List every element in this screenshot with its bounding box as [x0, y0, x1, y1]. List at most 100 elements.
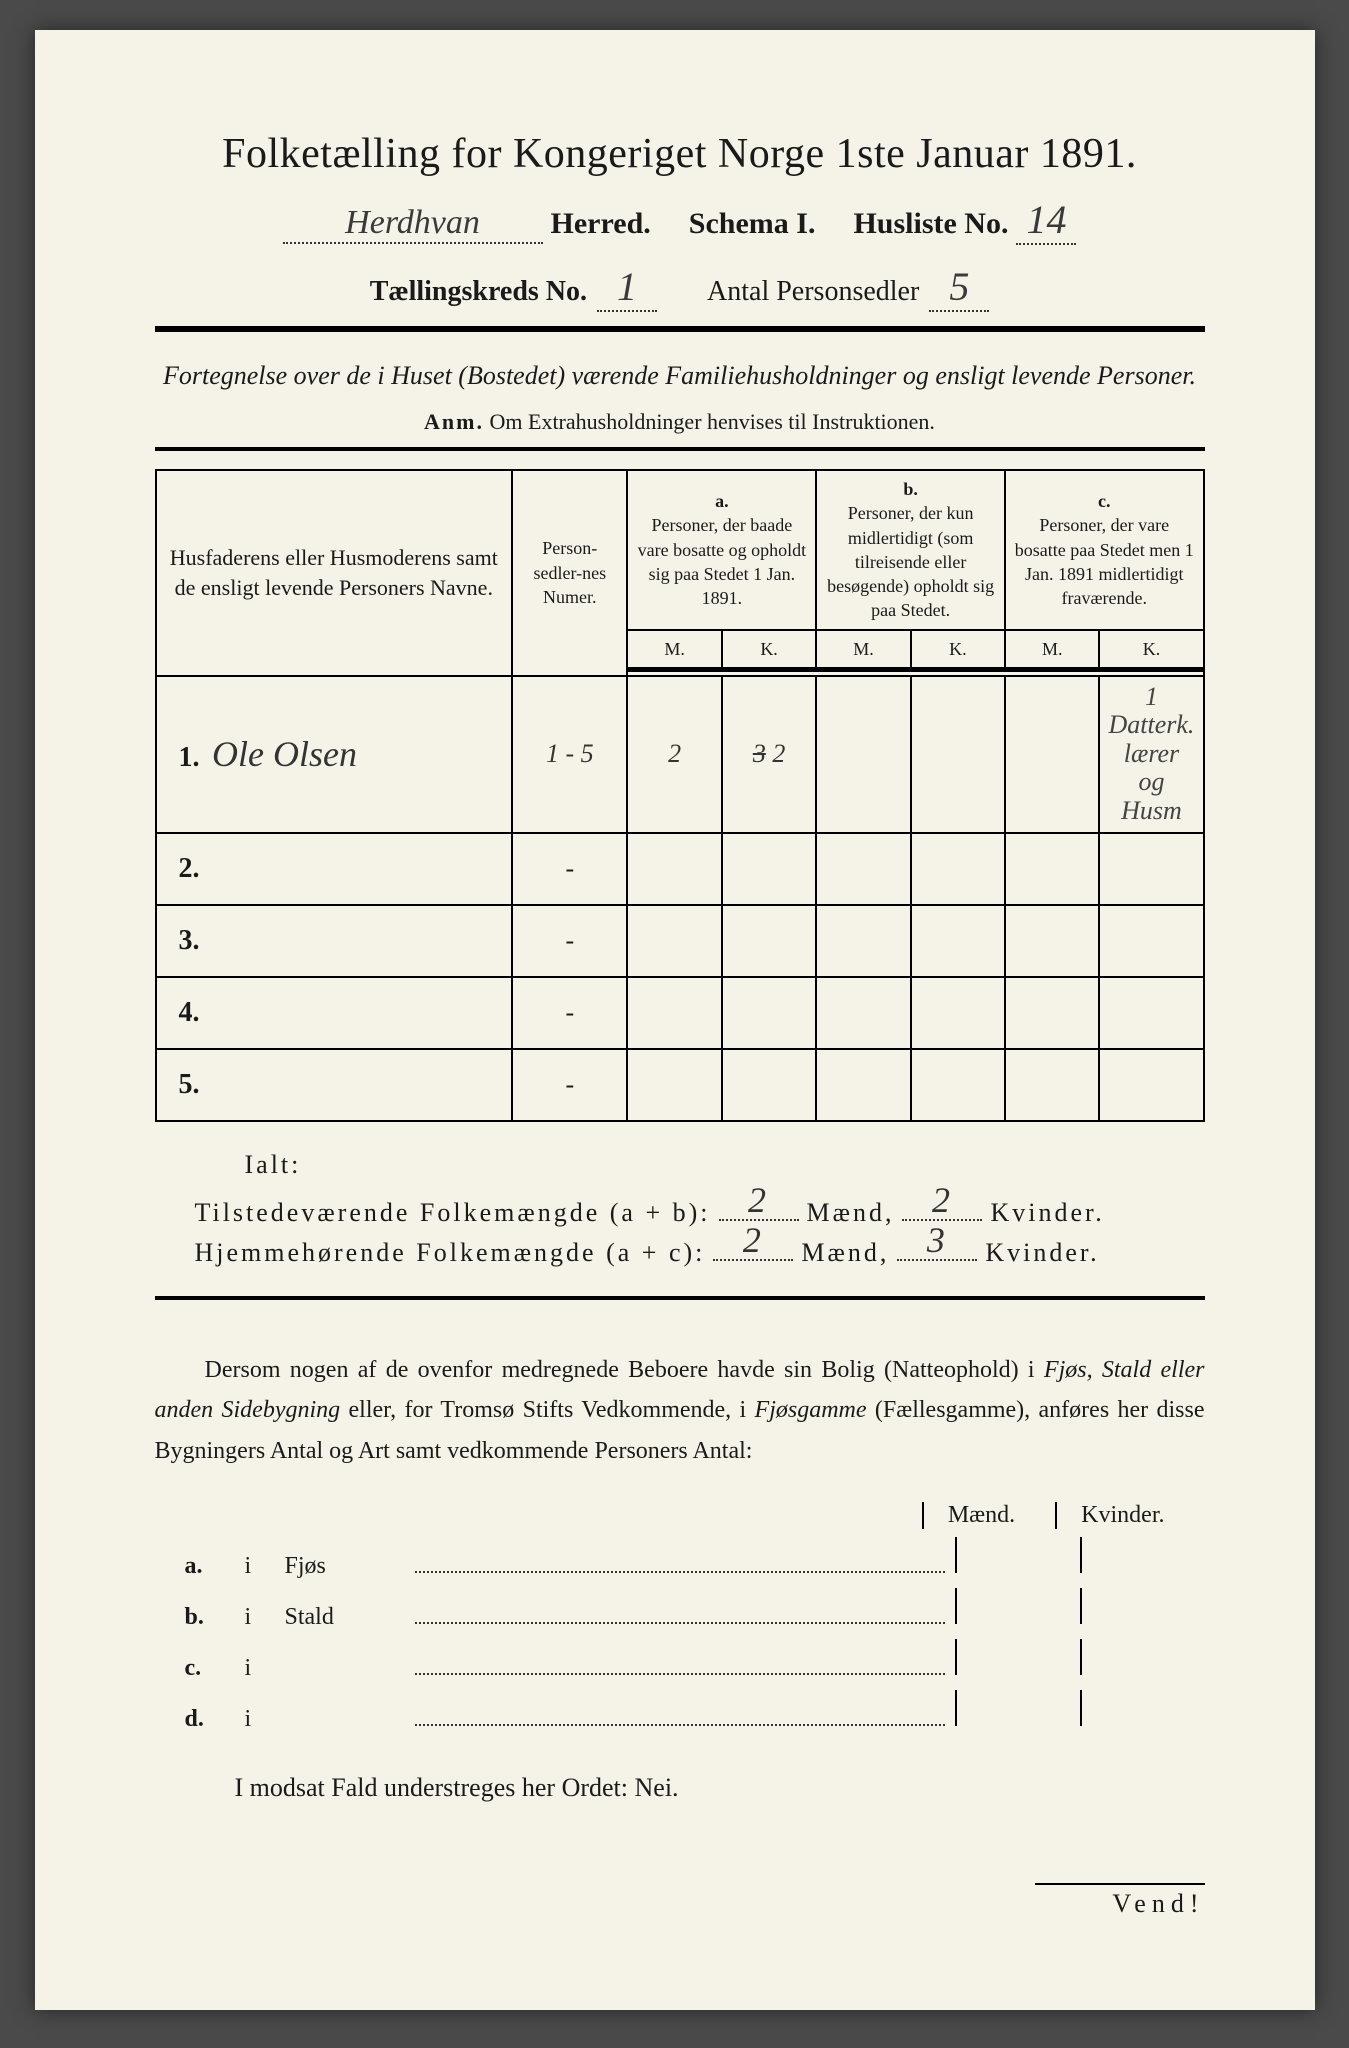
row-name-cell: 5.	[156, 1049, 513, 1121]
row-name-cell: 3.	[156, 905, 513, 977]
hjemme-label: Hjemmehørende Folkemængde (a + c):	[195, 1238, 706, 1268]
hjemme-m: 2	[743, 1219, 764, 1261]
abcd-i: i	[245, 1553, 285, 1580]
abcd-label: b.	[185, 1604, 245, 1631]
row-a-m	[627, 977, 721, 1049]
paragraph: Dersom nogen af de ovenfor medregnede Be…	[155, 1350, 1205, 1472]
abcd-row: b.iStald	[185, 1588, 1205, 1631]
row-c-m	[1005, 833, 1099, 905]
row-num-cell: -	[512, 977, 627, 1049]
row-a-k: 3 2	[722, 676, 816, 833]
row-number: 4.	[165, 997, 200, 1028]
th-b: b. Personer, der kun midlertidigt (som t…	[816, 470, 1005, 630]
mk-m: Mænd.	[922, 1502, 1015, 1529]
tilstedev-label: Tilstedeværende Folkemængde (a + b):	[195, 1198, 711, 1228]
husliste-number: 14	[1016, 196, 1076, 245]
abcd-label: a.	[185, 1553, 245, 1580]
schema-label: Schema I.	[689, 207, 816, 241]
maend-1: Mænd,	[807, 1198, 895, 1228]
th-a-m: M.	[627, 630, 721, 670]
row-c-m	[1005, 1049, 1099, 1121]
b-label: b.	[825, 477, 996, 501]
row-a-m	[627, 905, 721, 977]
kvinder-2: Kvinder.	[985, 1238, 1099, 1268]
herred-handwritten: Herdhvan	[283, 204, 543, 244]
hjemme-k: 3	[927, 1219, 948, 1261]
abcd-word: Stald	[285, 1604, 415, 1631]
th-a-k: K.	[722, 630, 816, 670]
row-a-k	[722, 905, 816, 977]
row-c-m	[1005, 905, 1099, 977]
sum-tilstedev: Tilstedeværende Folkemængde (a + b): 2 M…	[195, 1198, 1205, 1228]
row-c-k	[1099, 905, 1203, 977]
nei-line: I modsat Fald understreges her Ordet: Ne…	[235, 1773, 1205, 1803]
row-a-m	[627, 833, 721, 905]
row-num-cell: -	[512, 905, 627, 977]
row-a-k	[722, 977, 816, 1049]
abcd-dots	[415, 1724, 945, 1726]
header-line-2: Herdhvan Herred. Schema I. Husliste No. …	[155, 196, 1205, 245]
row-b-m	[816, 1049, 910, 1121]
row-c-k: 1 Datterk. lærer og Husm	[1099, 676, 1203, 833]
row-num-cell: -	[512, 833, 627, 905]
th-name: Husfaderens eller Husmoderens samt de en…	[156, 470, 513, 676]
row-num-cell: -	[512, 1049, 627, 1121]
row-number: 1.	[165, 742, 200, 773]
tilstedev-m: 2	[748, 1179, 769, 1221]
rule-3	[155, 1296, 1205, 1300]
abcd-row: a.iFjøs	[185, 1537, 1205, 1580]
row-b-k	[911, 1049, 1005, 1121]
abcd-boxes	[955, 1639, 1205, 1675]
abcd-list: a.iFjøsb.iStaldc.id.i	[185, 1537, 1205, 1733]
row-c-m	[1005, 977, 1099, 1049]
row-a-m	[627, 1049, 721, 1121]
row-b-m	[816, 676, 910, 833]
abcd-boxes	[955, 1537, 1205, 1573]
abcd-dots	[415, 1673, 945, 1675]
tilstedev-k: 2	[932, 1179, 953, 1221]
sum-hjemme: Hjemmehørende Folkemængde (a + c): 2 Mæn…	[195, 1238, 1205, 1268]
th-num: Person-sedler-nes Numer.	[512, 470, 627, 676]
abcd-i: i	[245, 1604, 285, 1631]
row-c-m	[1005, 676, 1099, 833]
row-a-k	[722, 1049, 816, 1121]
th-c: c. Personer, der vare bosatte paa Stedet…	[1005, 470, 1203, 630]
abcd-label: d.	[185, 1706, 245, 1733]
annotation-line: Anm. Om Extrahusholdninger henvises til …	[155, 409, 1205, 435]
th-c-m: M.	[1005, 630, 1099, 670]
b-text: Personer, der kun midlertidigt (som tilr…	[825, 501, 996, 622]
census-table: Husfaderens eller Husmoderens samt de en…	[155, 469, 1205, 1122]
anm-lead: Anm.	[424, 409, 484, 434]
row-b-m	[816, 833, 910, 905]
abcd-row: c.i	[185, 1639, 1205, 1682]
abcd-boxes	[955, 1588, 1205, 1624]
anm-text: Om Extrahusholdninger henvises til Instr…	[490, 409, 935, 434]
row-b-k	[911, 833, 1005, 905]
header-line-3: Tællingskreds No. 1 Antal Personsedler 5	[155, 263, 1205, 312]
maend-2: Mænd,	[801, 1238, 889, 1268]
row-a-m: 2	[627, 676, 721, 833]
row-c-k	[1099, 1049, 1203, 1121]
th-b-k: K.	[911, 630, 1005, 670]
page-title: Folketælling for Kongeriget Norge 1ste J…	[155, 130, 1205, 178]
mk-header: Mænd. Kvinder.	[155, 1502, 1165, 1529]
antal-label: Antal Personsedler	[707, 276, 919, 308]
kreds-number: 1	[597, 263, 657, 312]
row-b-m	[816, 905, 910, 977]
row-c-k	[1099, 833, 1203, 905]
row-name-cell: 2.	[156, 833, 513, 905]
a-label: a.	[636, 489, 807, 513]
row-b-k	[911, 905, 1005, 977]
c-text: Personer, der vare bosatte paa Stedet me…	[1014, 513, 1194, 610]
abcd-dots	[415, 1622, 945, 1624]
census-form-page: Folketælling for Kongeriget Norge 1ste J…	[35, 30, 1315, 2010]
abcd-label: c.	[185, 1655, 245, 1682]
abcd-dots	[415, 1571, 945, 1573]
row-number: 2.	[165, 853, 200, 884]
row-name-hw: Ole Olsen	[206, 734, 357, 774]
row-b-k	[911, 676, 1005, 833]
row-c-k	[1099, 977, 1203, 1049]
table-row: 2. -	[156, 833, 1204, 905]
table-row: 5. -	[156, 1049, 1204, 1121]
vend-label: Vend!	[1035, 1883, 1205, 1919]
